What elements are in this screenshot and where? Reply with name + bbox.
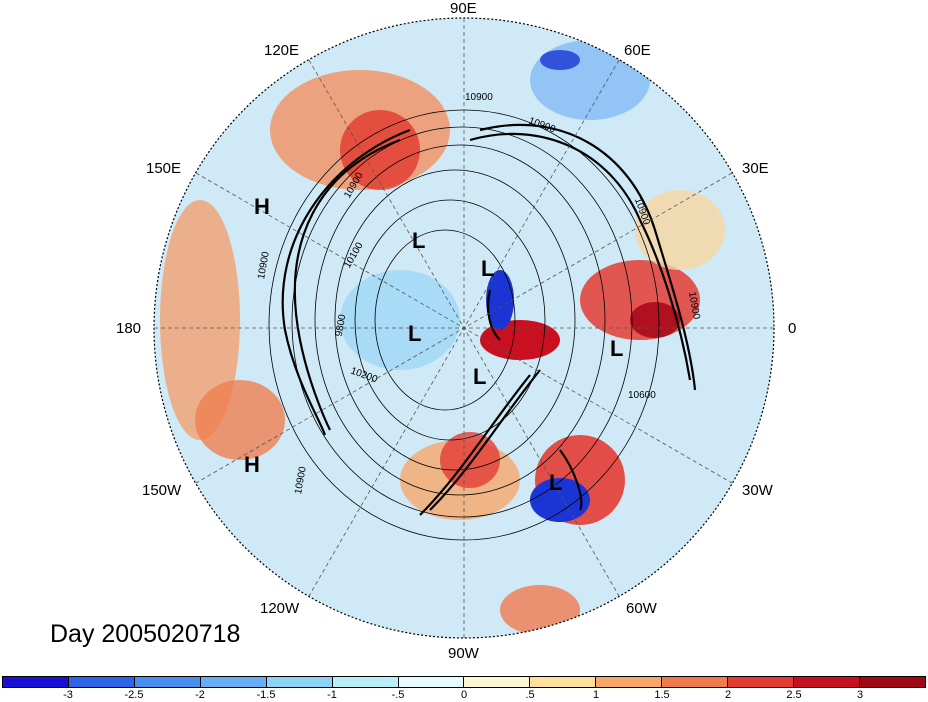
colorbar-segment — [200, 677, 267, 687]
lon-label-120w: 120W — [260, 600, 300, 617]
low-pressure-marker: L — [408, 321, 422, 346]
low-pressure-marker: L — [473, 364, 487, 389]
colorbar-tick-label: 2.5 — [786, 689, 802, 701]
lon-label-90e: 90E — [450, 0, 477, 17]
lon-label-150e: 150E — [146, 160, 182, 177]
colorbar-segment — [134, 677, 201, 687]
colorbar-segment — [728, 677, 795, 687]
lon-label-120e: 120E — [264, 42, 300, 59]
low-pressure-marker: L — [412, 228, 426, 253]
colorbar-segment — [794, 677, 860, 687]
colorbar-segment — [332, 677, 399, 687]
colorbar-segment — [596, 677, 663, 687]
lon-label-30w: 30W — [742, 482, 773, 499]
low-pressure-marker: L — [549, 470, 563, 495]
colorbar-segment — [530, 677, 597, 687]
colorbar-segment — [398, 677, 465, 687]
colorbar-tick-label: .5 — [525, 689, 535, 701]
lon-label-150w: 150W — [142, 482, 182, 499]
colorbar-tick-label: 0 — [460, 689, 468, 701]
lon-label-0: 0 — [788, 320, 797, 337]
colorbar-tick-label: -1 — [327, 689, 337, 701]
colorbar-segment — [662, 677, 729, 687]
colorbar-tick-label: -2 — [195, 689, 205, 701]
high-pressure-marker: H — [254, 194, 270, 219]
high-pressure-marker: H — [244, 452, 260, 477]
colorbar-segment — [266, 677, 333, 687]
colorbar-tick-label: -2.5 — [124, 689, 144, 701]
contour-label: 10600 — [628, 390, 656, 401]
meridians — [154, 18, 774, 638]
low-pressure-marker: L — [610, 336, 624, 361]
colorbar-tick-label: 2 — [724, 689, 732, 701]
colorbar-tick-label: -3 — [63, 689, 73, 701]
lon-label-90w: 90W — [448, 645, 479, 662]
lon-label-30e: 30E — [742, 160, 769, 177]
colorbar-tick-label: -.5 — [391, 689, 405, 701]
colorbar-segment — [464, 677, 531, 687]
lon-label-60e: 60E — [624, 42, 651, 59]
colorbar — [2, 676, 926, 688]
contour-label: 10900 — [465, 92, 493, 103]
lon-label-180: 180 — [116, 320, 142, 337]
colorbar-tick-label: 3 — [856, 689, 864, 701]
colorbar-segment — [3, 677, 69, 687]
colorbar-tick-label: 1.5 — [654, 689, 670, 701]
day-title: Day 2005020718 — [50, 620, 241, 648]
colorbar-tick-label: -1.5 — [256, 689, 276, 701]
anomaly-field — [154, 18, 774, 638]
lon-label-60w: 60W — [626, 600, 657, 617]
colorbar-segment — [68, 677, 135, 687]
colorbar-segment — [859, 677, 925, 687]
low-pressure-marker: L — [481, 256, 495, 281]
colorbar-tick-label: 1 — [592, 689, 600, 701]
